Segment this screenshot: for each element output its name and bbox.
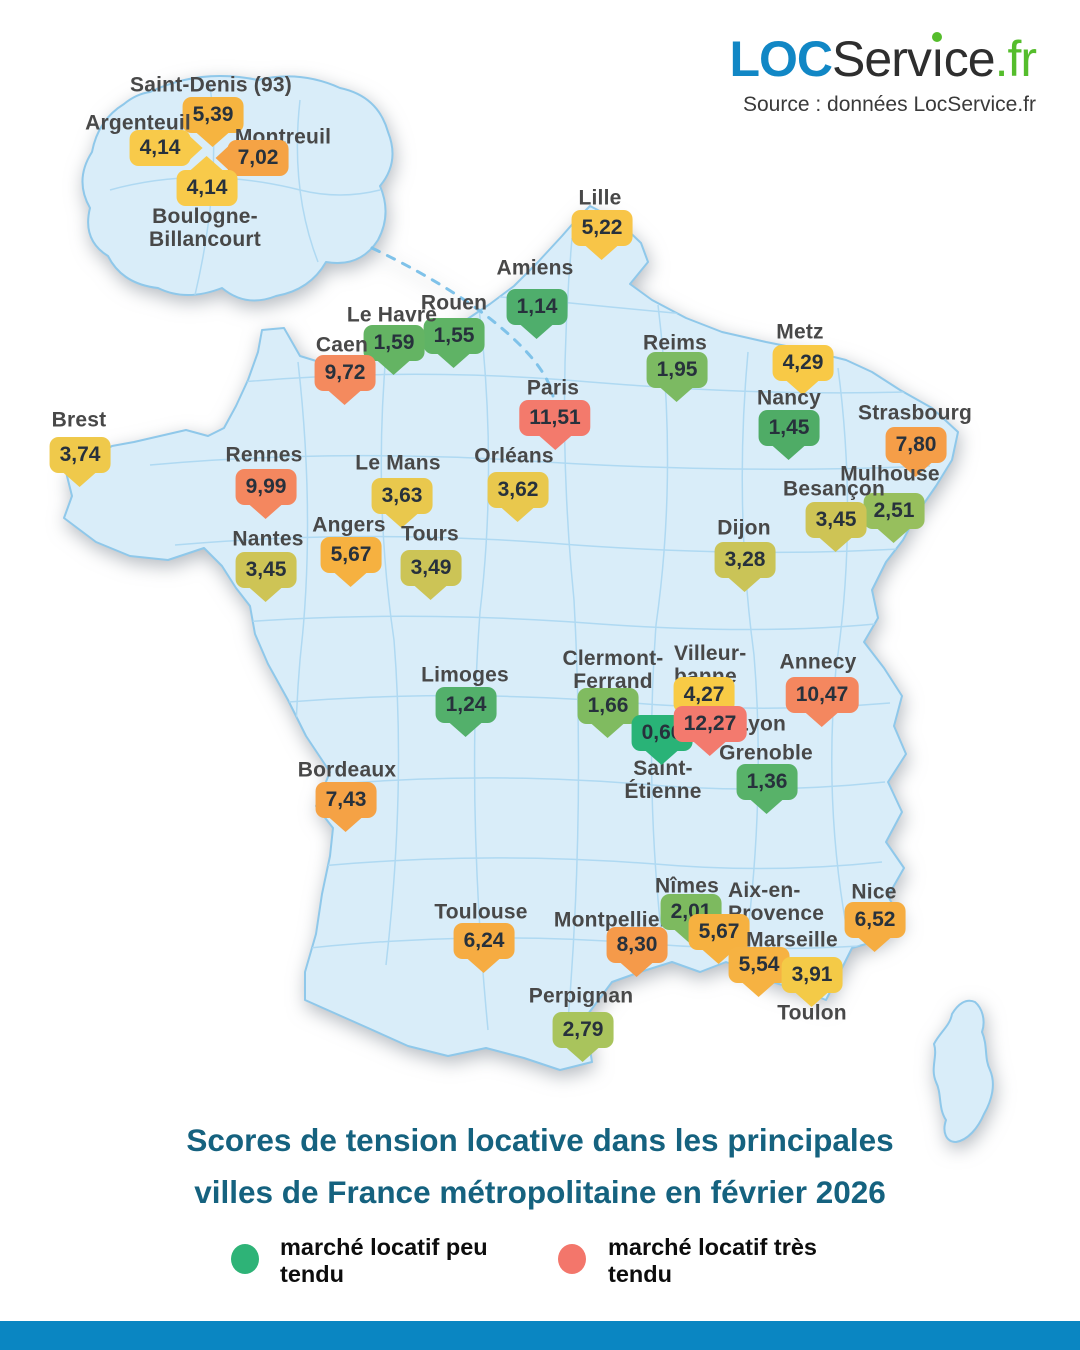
city-label-perpignan: Perpignan <box>528 984 634 1008</box>
score-badge-perpignan: 2,79 <box>552 1012 614 1048</box>
score-badge-boulogne-billancourt: 4,14 <box>176 170 238 206</box>
city-label-brest: Brest <box>51 408 107 432</box>
score-badge-le-mans: 3,63 <box>371 478 433 514</box>
legend-label-peu-tendu: marché locatif peu tendu <box>280 1234 488 1288</box>
city-label-saint-denis: Saint-Denis (93) <box>130 73 292 97</box>
city-label-nancy: Nancy <box>756 386 822 410</box>
score-badge-nancy: 1,45 <box>758 410 820 446</box>
city-label-mulhouse: Mulhouse <box>840 462 940 486</box>
score-badge-le-havre: 1,59 <box>363 325 425 361</box>
score-badge-nantes: 3,45 <box>235 552 297 588</box>
city-label-caen: Caen <box>315 333 369 357</box>
city-label-grenoble: Grenoble <box>719 741 813 765</box>
city-label-marseille: Marseille <box>746 928 838 952</box>
city-label-aix-en-provence: Aix-en- Provence <box>728 878 825 925</box>
score-badge-rouen: 1,55 <box>423 318 485 354</box>
score-badge-dijon: 3,28 <box>714 542 776 578</box>
city-label-reims: Reims <box>642 331 708 355</box>
city-label-argenteuil: Argenteuil <box>85 111 191 135</box>
logo-service-idot: ı <box>930 31 945 87</box>
score-badge-nice: 6,52 <box>844 902 906 938</box>
title-line-1: Scores de tension locative dans les prin… <box>186 1122 894 1158</box>
city-label-nimes: Nîmes <box>654 874 720 898</box>
score-badge-bordeaux: 7,43 <box>315 782 377 818</box>
logo-text: LOCServıce.fr <box>729 31 1037 87</box>
score-badge-toulouse: 6,24 <box>453 923 515 959</box>
city-label-rennes: Rennes <box>225 443 303 467</box>
score-badge-paris: 11,51 <box>519 400 591 436</box>
city-label-boulogne-billancourt: Boulogne- Billancourt <box>149 204 261 251</box>
city-label-le-havre: Le Havre <box>346 303 438 327</box>
city-label-dijon: Dijon <box>717 516 771 540</box>
locservice-logo: LOCServıce.fr Source : données LocServic… <box>729 31 1037 117</box>
score-badge-toulon: 3,91 <box>781 957 843 993</box>
city-label-lyon: Lyon <box>735 712 787 736</box>
city-label-paris: Paris <box>526 376 580 400</box>
logo-service: Servıce <box>832 31 996 87</box>
city-label-le-mans: Le Mans <box>355 451 441 475</box>
city-label-toulon: Toulon <box>777 1001 847 1025</box>
score-badge-saint-etienne: 0,66 <box>631 715 693 751</box>
department-borders <box>149 237 931 1046</box>
city-label-rouen: Rouen <box>420 291 488 315</box>
legend-dot-tres-tendu <box>558 1244 586 1274</box>
score-badge-aix-en-provence: 5,67 <box>688 914 750 950</box>
score-badge-lille: 5,22 <box>571 210 633 246</box>
legend-label-tres-tendu: marché locatif très tendu <box>608 1234 817 1288</box>
inset-connector-line <box>370 246 555 398</box>
city-label-nice: Nice <box>851 880 897 904</box>
city-label-angers: Angers <box>312 513 386 537</box>
score-badge-montpellier: 8,30 <box>606 927 668 963</box>
city-label-besancon: Besançon <box>783 477 885 501</box>
city-label-orleans: Orléans <box>474 444 554 468</box>
title-line-2: villes de France métropolitaine en févri… <box>194 1174 886 1210</box>
logo-tld: .fr <box>994 31 1037 87</box>
source-note: Source : données LocService.fr <box>743 93 1036 116</box>
corsica <box>932 999 994 1143</box>
score-badge-tours: 3,49 <box>400 550 462 586</box>
city-label-strasbourg: Strasbourg <box>857 401 973 425</box>
score-badge-lyon: 12,27 <box>673 706 747 742</box>
score-badge-saint-denis: 5,39 <box>182 97 244 133</box>
city-label-limoges: Limoges <box>421 663 509 687</box>
score-badge-limoges: 1,24 <box>435 687 497 723</box>
score-badge-angers: 5,67 <box>320 537 382 573</box>
score-badge-clermont-ferrand: 1,66 <box>577 688 639 724</box>
legend-dot-peu-tendu <box>231 1244 259 1274</box>
score-badge-grenoble: 1,36 <box>736 764 798 800</box>
city-label-lille: Lille <box>578 186 622 210</box>
city-label-annecy: Annecy <box>779 650 857 674</box>
footer-bar <box>0 1321 1080 1350</box>
score-badge-reims: 1,95 <box>646 352 708 388</box>
score-badge-brest: 3,74 <box>49 437 111 473</box>
score-badge-orleans: 3,62 <box>487 472 549 508</box>
city-label-bordeaux: Bordeaux <box>297 758 397 782</box>
score-badge-amiens: 1,14 <box>506 289 568 325</box>
city-label-nantes: Nantes <box>232 527 304 551</box>
score-badge-caen: 9,72 <box>314 355 376 391</box>
score-badge-annecy: 10,47 <box>785 677 859 713</box>
city-label-toulouse: Toulouse <box>434 900 528 924</box>
logo-loc: LOC <box>729 31 833 87</box>
score-badge-montreuil: 7,02 <box>227 140 289 176</box>
city-label-amiens: Amiens <box>496 256 574 280</box>
score-badge-rennes: 9,99 <box>235 469 297 505</box>
city-label-tours: Tours <box>401 522 459 546</box>
city-label-montpellier: Montpellier <box>553 908 669 932</box>
score-badge-mulhouse: 2,51 <box>863 493 925 529</box>
score-badge-argenteuil: 4,14 <box>129 130 191 166</box>
score-badge-besancon: 3,45 <box>805 502 867 538</box>
city-label-metz: Metz <box>776 320 824 344</box>
score-badge-marseille: 5,54 <box>728 947 790 983</box>
score-badge-metz: 4,29 <box>772 345 834 381</box>
score-badge-strasbourg: 7,80 <box>885 427 947 463</box>
page-title: Scores de tension locative dans les prin… <box>0 1114 1080 1218</box>
